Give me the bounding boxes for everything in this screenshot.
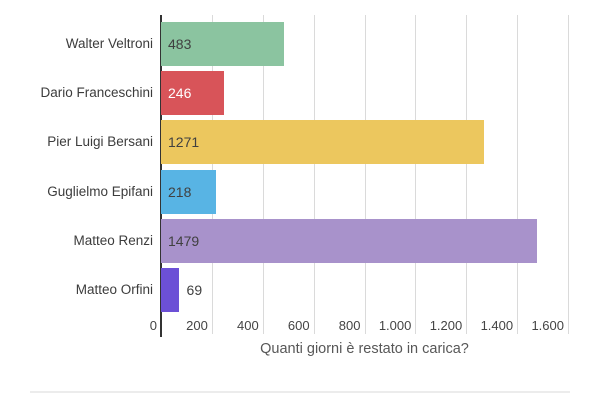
category-label: Dario Franceschini: [40, 85, 153, 101]
x-axis-title: Quanti giorni è restato in carica?: [260, 341, 469, 357]
gridline: [262, 15, 264, 334]
value-label: 1479: [168, 232, 200, 249]
gridline: [517, 15, 519, 334]
value-label: 1271: [168, 134, 200, 151]
divider-line: [30, 391, 570, 393]
gridline: [568, 15, 569, 334]
bar[interactable]: [161, 268, 179, 312]
value-label: 483: [168, 36, 192, 52]
x-tick-label: 200: [186, 318, 208, 333]
x-tick-label: 1.000: [378, 318, 412, 333]
bar[interactable]: [161, 169, 217, 214]
value-label: 246: [168, 85, 192, 102]
bar[interactable]: [161, 120, 485, 165]
x-tick-label: 1.200: [429, 318, 463, 333]
x-tick-label: 400: [237, 318, 259, 333]
bar[interactable]: [161, 71, 224, 116]
bar[interactable]: [161, 218, 538, 263]
gridline: [364, 15, 366, 334]
value-label: 69: [186, 282, 203, 298]
value-label: 218: [168, 183, 192, 200]
x-tick-label: 800: [338, 318, 361, 333]
gridline: [466, 15, 468, 334]
category-label: Guglielmo Epifani: [47, 183, 153, 199]
category-label: Pier Luigi Bersani: [47, 134, 153, 150]
category-label: Walter Veltroni: [65, 36, 153, 51]
category-label: Matteo Renzi: [73, 232, 153, 248]
x-tick-label: 1.600: [531, 318, 564, 333]
gridline: [415, 15, 417, 334]
gridline: [313, 15, 315, 334]
bar[interactable]: [161, 22, 284, 66]
category-label: Matteo Orfini: [75, 282, 153, 297]
x-tick-label: 1.400: [480, 318, 514, 333]
x-tick-label: 0: [149, 318, 157, 333]
x-tick-label: 600: [287, 318, 310, 333]
